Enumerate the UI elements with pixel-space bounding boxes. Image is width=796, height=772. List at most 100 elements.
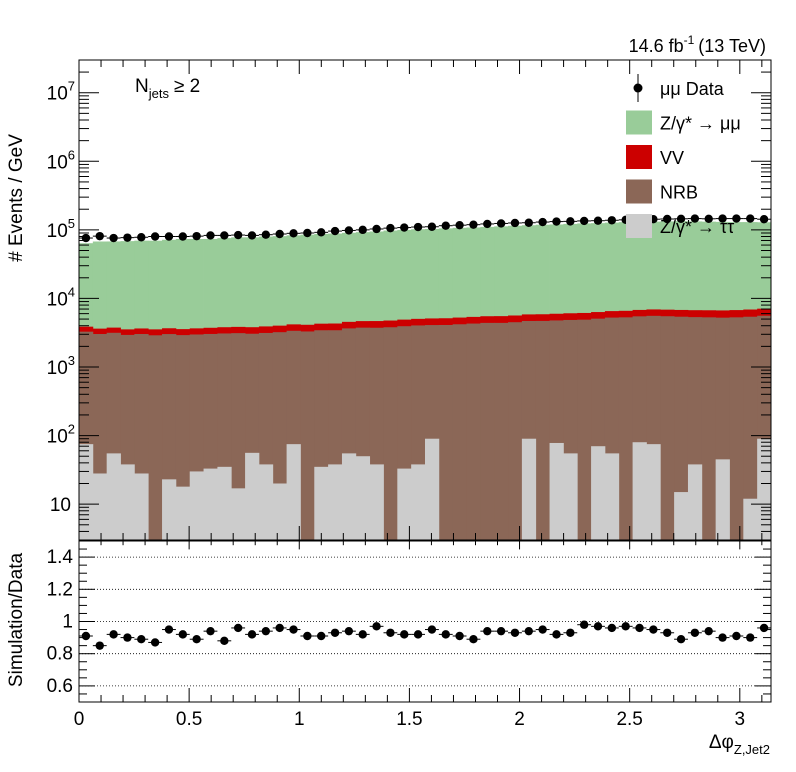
data-point [386, 223, 395, 233]
bar [591, 446, 606, 540]
y-tick-label: 1.4 [47, 547, 74, 568]
y-tick-exponent: 5 [68, 216, 75, 231]
bar [646, 444, 661, 540]
bar [438, 324, 454, 540]
bar [618, 317, 633, 540]
data-point [95, 231, 104, 241]
legend: μμ Data Z/γ* → μμ VV NRB Z/γ* → ττ [626, 74, 741, 238]
ratio-point [400, 630, 409, 639]
bar [660, 316, 675, 540]
ratio-point [469, 635, 478, 644]
x-tick-label: 0.5 [176, 709, 202, 730]
bar [508, 322, 523, 540]
data-point [289, 229, 298, 238]
data-point [566, 217, 575, 226]
data-point [358, 225, 367, 235]
y-tick-base: 10 [47, 289, 68, 310]
data-point [137, 233, 146, 242]
bar [674, 492, 689, 540]
lumi-energy: (13 TeV) [698, 36, 766, 56]
ratio-point [386, 628, 395, 637]
data-point [676, 214, 686, 223]
bar [203, 468, 218, 540]
ratio-point [81, 631, 91, 641]
data-point [109, 233, 118, 243]
y-tick-base: 10 [47, 427, 68, 448]
data-point [496, 219, 506, 228]
ratio-point [566, 628, 575, 637]
njets-sub: jets [148, 86, 170, 101]
ratio-point [732, 631, 741, 641]
y-tick-label: 104 [47, 284, 75, 310]
data-point [759, 215, 769, 224]
data-point [275, 229, 284, 239]
data-point [123, 233, 132, 242]
y-tick-exponent: 6 [68, 147, 75, 162]
ratio-point [95, 641, 104, 650]
bar [314, 466, 329, 540]
ratio-x-axis: 0 0.5 1 1.5 2 2.5 3 [74, 541, 763, 730]
bar [743, 498, 758, 540]
y-tick-base: 10 [47, 358, 68, 379]
data-point [483, 219, 492, 229]
bar [286, 444, 301, 540]
bar [687, 464, 703, 540]
ratio-grid [79, 556, 771, 687]
data-point [164, 232, 174, 241]
ratio-point [178, 630, 187, 639]
bar [549, 442, 564, 540]
ratio-point [663, 628, 672, 637]
njets-annotation: Njets ≥ 2 [135, 76, 200, 101]
ratio-point [496, 626, 506, 636]
y-tick-exponent: 3 [68, 353, 75, 368]
bar [674, 316, 689, 540]
bar [328, 464, 343, 540]
legend-label-ztt: Z/γ* → ττ [660, 217, 734, 237]
data-point [413, 222, 423, 232]
bar [217, 466, 232, 540]
ratio-plot-area: 0.6 0.8 1 1.2 1.4 0 0.5 1 1.5 2 2.5 3 [47, 540, 772, 730]
ratio-y-axis: 0.6 0.8 1 1.2 1.4 [47, 540, 771, 703]
ratio-point [372, 622, 381, 631]
y-tick-label: 107 [47, 79, 75, 105]
bar [715, 459, 730, 540]
x-tick-label: 0 [74, 709, 85, 730]
data-point [607, 216, 617, 225]
bar [604, 453, 620, 540]
bar [92, 473, 108, 540]
legend-label-data: μμ Data [660, 79, 725, 99]
data-point [663, 214, 672, 224]
data-point [593, 216, 603, 225]
data-point [344, 226, 354, 235]
data-point [427, 222, 437, 231]
data-point [441, 221, 450, 230]
ratio-point [455, 631, 464, 641]
data-point [552, 217, 561, 226]
bar [300, 331, 315, 540]
legend-label-zmm: Z/γ* → μμ [660, 114, 741, 134]
lumi-label: 14.6 fb-1 (13 TeV) [629, 33, 766, 56]
bar [466, 323, 481, 540]
ratio-point [635, 623, 644, 633]
data-point [206, 231, 215, 240]
data-point [579, 216, 589, 226]
y-tick-base: 10 [47, 221, 68, 242]
bar [272, 483, 287, 540]
y-tick-base: 10 [47, 152, 68, 173]
bar [231, 488, 246, 540]
data-point [261, 230, 271, 239]
bar [369, 464, 384, 540]
x-tick-label: 3 [735, 709, 746, 730]
data-point [233, 230, 243, 240]
y-tick-label: 0.6 [47, 676, 73, 697]
ratio-point [579, 620, 589, 629]
njets-cond: ≥ 2 [174, 76, 200, 97]
x-tick-label: 1.5 [396, 709, 422, 730]
ratio-point [538, 625, 547, 634]
ratio-point [427, 625, 437, 634]
bar [535, 320, 550, 540]
data-point [704, 214, 713, 223]
ratio-point [621, 622, 630, 631]
data-point [718, 214, 727, 223]
